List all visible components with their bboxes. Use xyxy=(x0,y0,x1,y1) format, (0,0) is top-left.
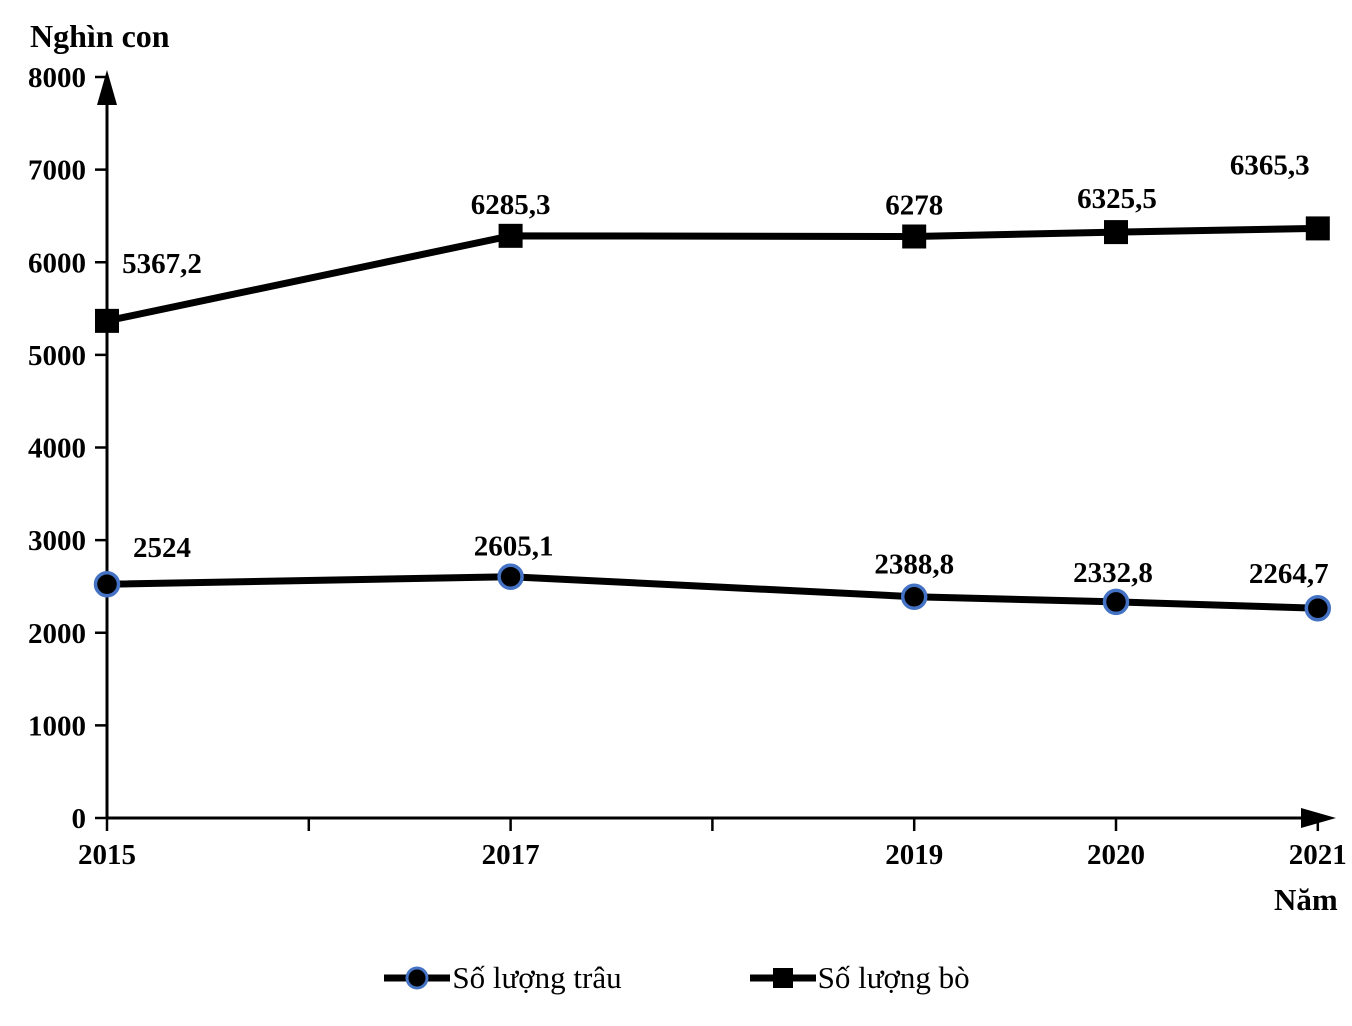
y-tick-label: 6000 xyxy=(28,247,86,279)
data-label: 2332,8 xyxy=(1073,557,1153,589)
data-label: 6325,5 xyxy=(1077,183,1157,215)
data-point-marker-circle xyxy=(497,563,524,590)
x-tick-label: 2019 xyxy=(885,839,943,871)
x-tick-label: 2015 xyxy=(78,839,136,871)
y-tick-label: 4000 xyxy=(28,433,86,465)
y-axis-unit-label: Nghìn con xyxy=(30,18,170,54)
legend-item-bo: Số lượng bò xyxy=(748,960,970,996)
y-tick-label: 1000 xyxy=(28,710,86,742)
y-tick-label: 3000 xyxy=(28,525,86,557)
data-label: 5367,2 xyxy=(122,248,202,280)
data-label: 2264,7 xyxy=(1249,558,1329,590)
data-point-marker-square xyxy=(902,224,927,249)
x-tick-label: 2017 xyxy=(482,839,540,871)
data-point-marker-circle xyxy=(1102,588,1130,616)
legend-line-square-icon xyxy=(749,968,816,988)
y-tick-label: 7000 xyxy=(28,155,86,187)
legend-square-marker-icon xyxy=(772,968,793,988)
data-point-marker-square xyxy=(95,308,119,333)
legend: Số lượng trâu Số lượng bò xyxy=(0,960,1352,996)
data-point-marker-circle xyxy=(93,570,121,598)
data-label: 6285,3 xyxy=(471,189,551,221)
legend-line-circle-icon xyxy=(384,966,451,990)
data-label: 6365,3 xyxy=(1230,149,1310,181)
y-tick-label: 5000 xyxy=(28,340,86,372)
legend-label-bo: Số lượng bò xyxy=(817,960,970,995)
legend-circle-marker-icon xyxy=(405,966,429,990)
data-label: 2524 xyxy=(133,532,191,564)
series-line-bo xyxy=(106,224,1318,325)
data-point-marker-square xyxy=(1305,216,1330,241)
data-label: 2605,1 xyxy=(474,531,554,563)
y-tick-label: 8000 xyxy=(28,62,86,94)
data-label: 2388,8 xyxy=(874,549,954,581)
legend-item-trau: Số lượng trâu xyxy=(382,960,622,996)
data-point-marker-circle xyxy=(1304,594,1332,622)
data-label: 6278 xyxy=(885,190,943,222)
y-axis-arrow-icon xyxy=(97,70,117,105)
data-point-marker-square xyxy=(498,223,523,248)
y-tick-label: 2000 xyxy=(28,618,86,650)
data-point-marker-circle xyxy=(900,583,928,610)
legend-label-trau: Số lượng trâu xyxy=(452,960,622,995)
data-point-marker-square xyxy=(1104,220,1128,245)
x-tick-label: 2020 xyxy=(1087,839,1145,871)
x-axis-title: Năm xyxy=(1274,882,1338,917)
x-tick-label: 2021 xyxy=(1289,839,1347,871)
y-tick-label: 0 xyxy=(72,803,87,835)
